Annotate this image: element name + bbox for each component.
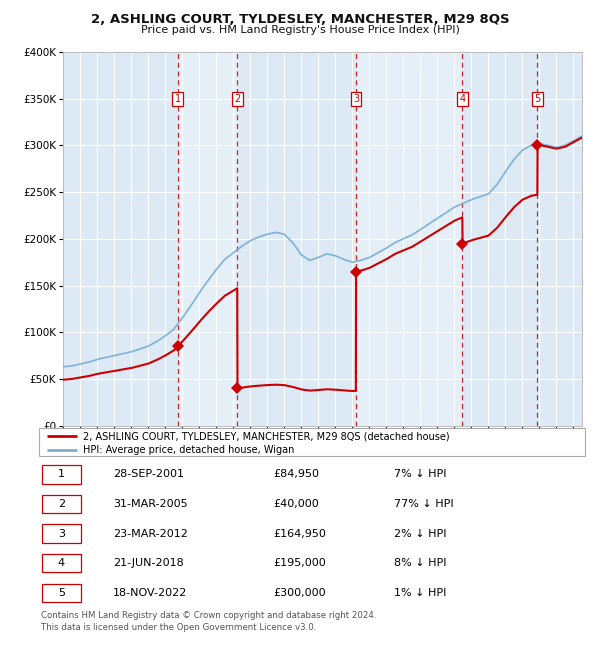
Text: £164,950: £164,950: [274, 528, 326, 539]
FancyBboxPatch shape: [42, 584, 81, 602]
Text: 2, ASHLING COURT, TYLDESLEY, MANCHESTER, M29 8QS (detached house): 2, ASHLING COURT, TYLDESLEY, MANCHESTER,…: [83, 431, 449, 441]
Text: 1% ↓ HPI: 1% ↓ HPI: [394, 588, 446, 598]
Text: 5: 5: [58, 588, 65, 598]
Text: £84,950: £84,950: [274, 469, 320, 479]
Text: HPI: Average price, detached house, Wigan: HPI: Average price, detached house, Wiga…: [83, 445, 294, 455]
Text: 21-JUN-2018: 21-JUN-2018: [113, 558, 184, 568]
Text: £300,000: £300,000: [274, 588, 326, 598]
Text: 4: 4: [58, 558, 65, 568]
Text: 2% ↓ HPI: 2% ↓ HPI: [394, 528, 446, 539]
FancyBboxPatch shape: [42, 465, 81, 484]
Bar: [356, 52, 463, 426]
Text: 77% ↓ HPI: 77% ↓ HPI: [394, 499, 454, 509]
Text: 2: 2: [58, 499, 65, 509]
Text: 5: 5: [534, 94, 541, 104]
Text: 23-MAR-2012: 23-MAR-2012: [113, 528, 188, 539]
FancyBboxPatch shape: [42, 554, 81, 573]
Text: 2: 2: [234, 94, 241, 104]
Text: 1: 1: [175, 94, 181, 104]
Text: 3: 3: [58, 528, 65, 539]
Text: Contains HM Land Registry data © Crown copyright and database right 2024.
This d: Contains HM Land Registry data © Crown c…: [41, 611, 376, 632]
FancyBboxPatch shape: [39, 428, 585, 456]
Text: Price paid vs. HM Land Registry's House Price Index (HPI): Price paid vs. HM Land Registry's House …: [140, 25, 460, 34]
Text: 31-MAR-2005: 31-MAR-2005: [113, 499, 187, 509]
Bar: [178, 52, 237, 426]
Text: 2, ASHLING COURT, TYLDESLEY, MANCHESTER, M29 8QS: 2, ASHLING COURT, TYLDESLEY, MANCHESTER,…: [91, 13, 509, 26]
Text: £40,000: £40,000: [274, 499, 320, 509]
Text: 8% ↓ HPI: 8% ↓ HPI: [394, 558, 446, 568]
Text: 4: 4: [460, 94, 466, 104]
Text: 18-NOV-2022: 18-NOV-2022: [113, 588, 187, 598]
FancyBboxPatch shape: [42, 525, 81, 543]
Text: 28-SEP-2001: 28-SEP-2001: [113, 469, 184, 479]
Text: 1: 1: [58, 469, 65, 479]
Text: 7% ↓ HPI: 7% ↓ HPI: [394, 469, 446, 479]
Text: 3: 3: [353, 94, 359, 104]
FancyBboxPatch shape: [42, 495, 81, 514]
Text: £195,000: £195,000: [274, 558, 326, 568]
